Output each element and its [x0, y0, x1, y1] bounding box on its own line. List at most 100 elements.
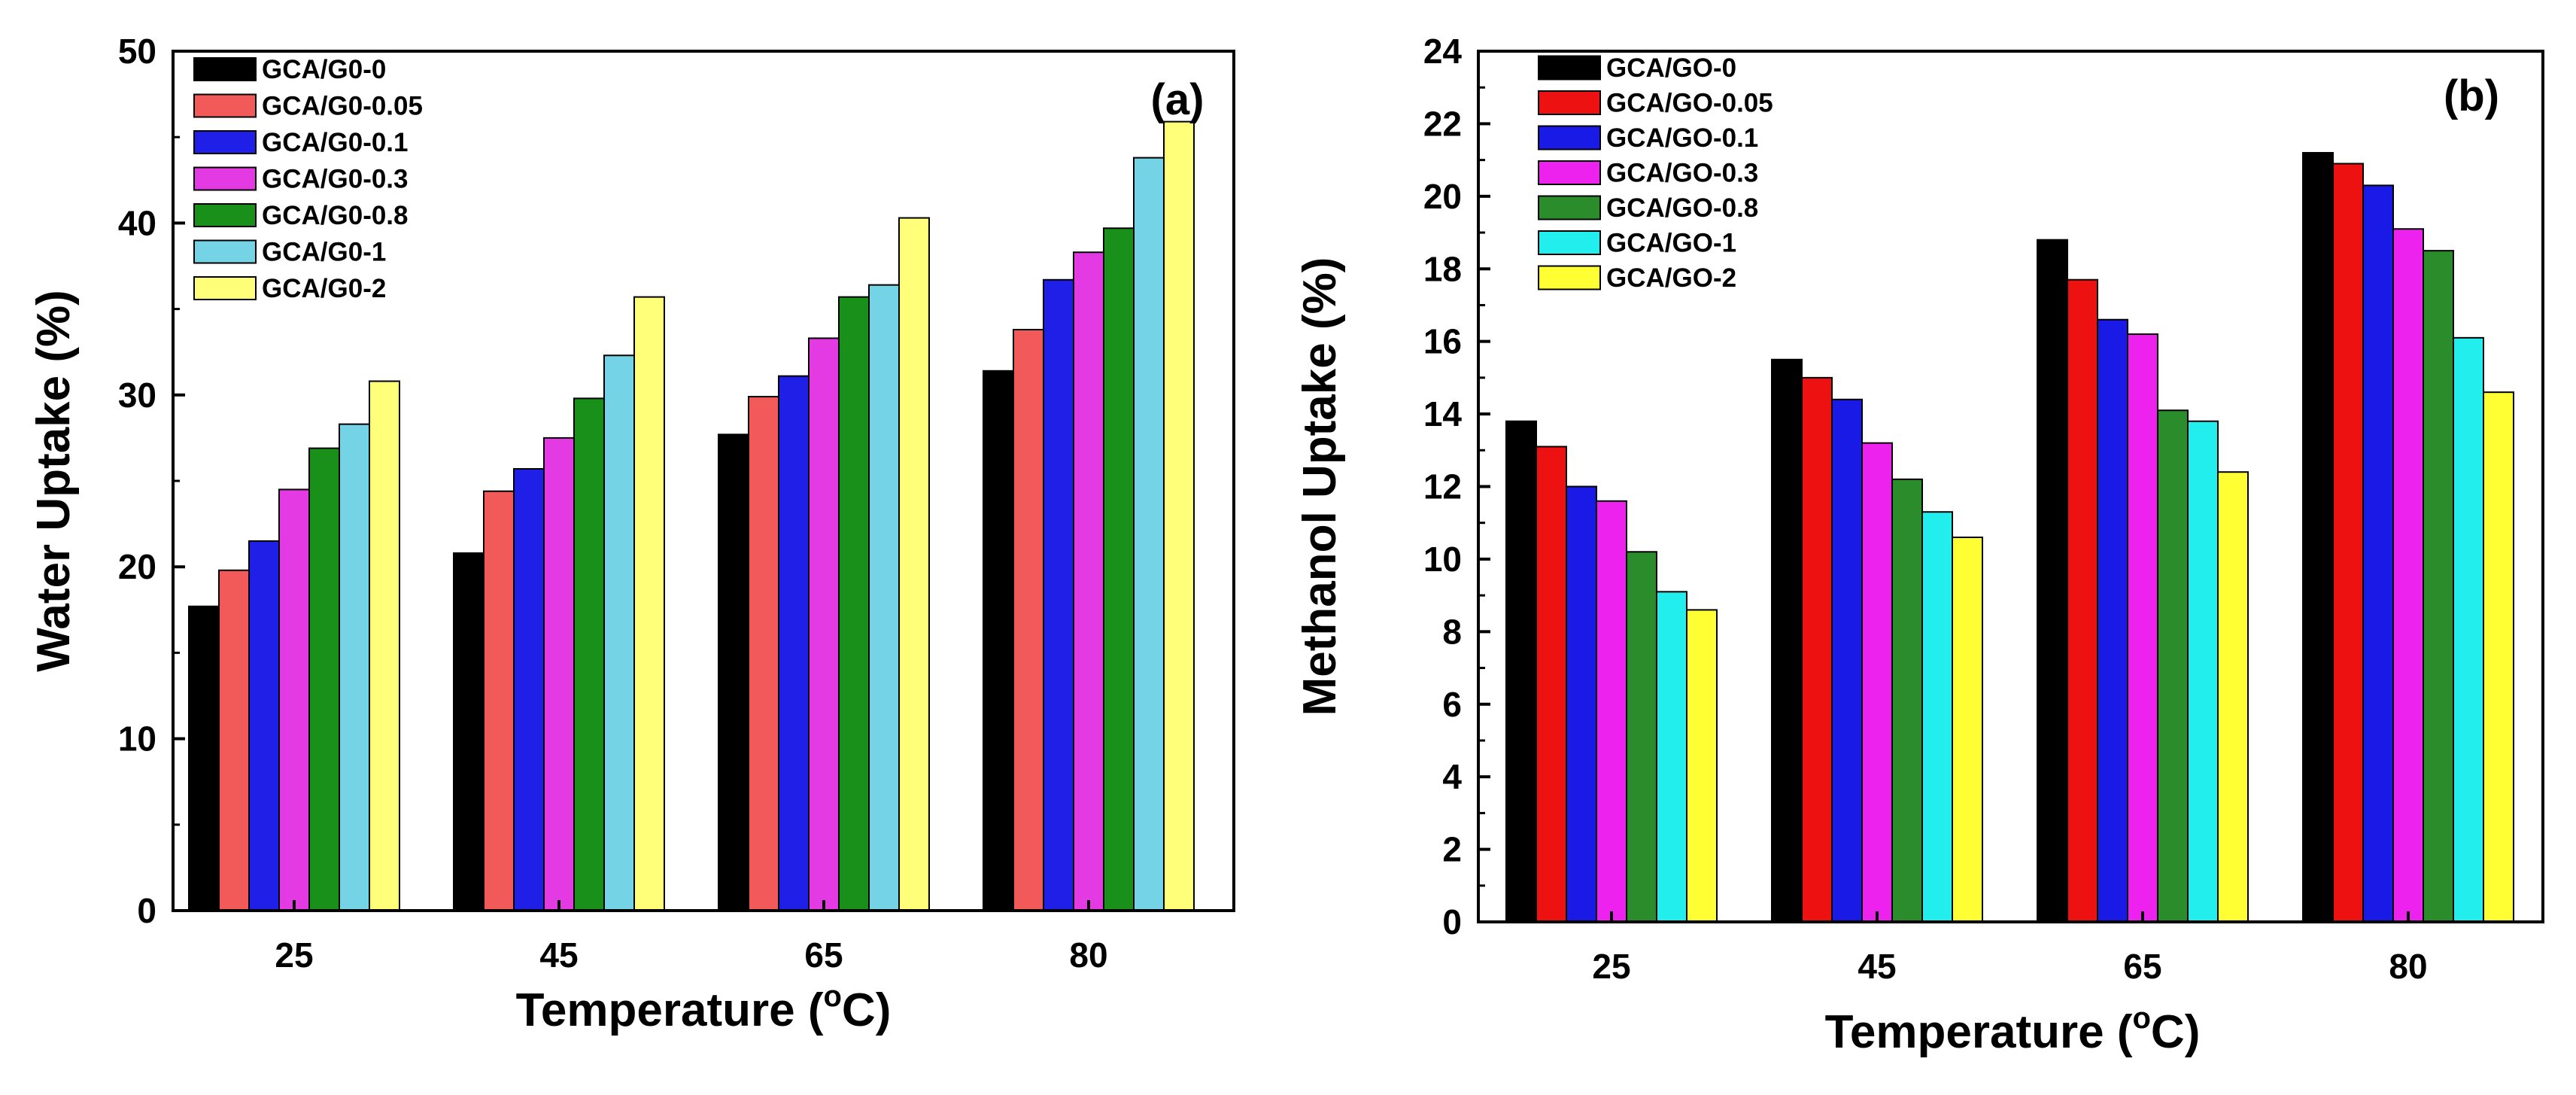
bar-a-45-4	[573, 397, 605, 911]
x-axis-title-a: Temperature (oC)	[516, 980, 892, 1036]
legend-swatch-b-2	[1538, 125, 1601, 151]
x-tick-label-a-65: 65	[804, 935, 843, 975]
y-tick-label-b-10: 10	[1423, 540, 1462, 579]
bar-b-25-4	[1626, 551, 1657, 923]
legend-swatch-b-4	[1538, 195, 1601, 221]
legend-label-a-2: GCA/G0-0.1	[262, 128, 409, 157]
bar-b-25-3	[1596, 500, 1627, 923]
x-tick-label-a-45: 45	[539, 935, 578, 975]
bar-a-80-1	[1013, 329, 1044, 911]
legend-label-b-6: GCA/GO-2	[1606, 263, 1736, 293]
panel-label-a: (a)	[1151, 75, 1204, 124]
legend-label-b-1: GCA/GO-0.05	[1606, 89, 1773, 118]
legend-swatch-a-1	[193, 93, 257, 118]
legend-label-b-3: GCA/GO-0.3	[1606, 159, 1758, 188]
legend-label-a-4: GCA/G0-0.8	[262, 201, 409, 230]
chart-panel-a: 0 10 20 30 40 50 (a) Water Uptake (%) Tempera…	[28, 32, 1235, 1036]
legend-swatch-b-3	[1538, 160, 1601, 185]
x-axis-title-b-text: Temperature (	[1825, 1006, 2133, 1058]
bar-a-65-1	[748, 396, 779, 911]
legend-swatch-a-3	[193, 166, 257, 191]
legend-swatch-b-5	[1538, 230, 1601, 255]
x-tick-label-b-65: 65	[2123, 947, 2161, 986]
bar-a-65-2	[778, 375, 810, 911]
bar-a-25-1	[218, 569, 250, 911]
bar-a-65-5	[868, 284, 900, 911]
y-tick-label-b-0: 0	[1442, 902, 1462, 941]
x-tick-label-b-25: 25	[1592, 947, 1630, 986]
bar-a-80-0	[983, 370, 1014, 912]
y-tick-label-b-24: 24	[1423, 32, 1463, 71]
bar-a-65-4	[838, 296, 870, 911]
bar-a-80-4	[1103, 227, 1135, 911]
bar-b-80-6	[2483, 391, 2514, 923]
bar-a-25-6	[369, 380, 400, 911]
bar-a-80-2	[1043, 278, 1074, 912]
bar-b-80-3	[2392, 228, 2424, 923]
legend-swatch-b-0	[1538, 55, 1601, 81]
legend-label-a-1: GCA/G0-0.05	[262, 92, 423, 121]
bar-a-80-6	[1163, 120, 1195, 911]
bar-a-45-5	[603, 354, 635, 911]
bar-b-25-5	[1656, 591, 1687, 923]
x-tick-label-a-80: 80	[1069, 935, 1107, 975]
legend-swatch-a-2	[193, 130, 257, 154]
bar-a-65-6	[898, 217, 930, 912]
legend-label-b-4: GCA/GO-0.8	[1606, 193, 1758, 223]
bar-b-25-1	[1536, 446, 1567, 923]
bar-a-45-6	[633, 296, 665, 911]
bar-b-80-2	[2362, 184, 2394, 923]
bar-b-45-6	[1952, 536, 1983, 923]
y-tick-label-b-12: 12	[1423, 467, 1462, 506]
x-axis-title-a-sup: o	[823, 980, 841, 1013]
bar-b-25-0	[1505, 420, 1537, 923]
legend-label-b-5: GCA/GO-1	[1606, 229, 1736, 258]
y-tick-label-b-6: 6	[1442, 685, 1462, 724]
bar-b-65-5	[2187, 420, 2219, 923]
bar-b-25-2	[1566, 485, 1597, 923]
bar-b-45-1	[1801, 376, 1833, 923]
bar-a-80-5	[1133, 157, 1165, 912]
bar-b-45-3	[1861, 442, 1893, 923]
y-tick-label-a-20: 20	[118, 547, 156, 586]
legend-b: GCA/GO-0 GCA/GO-0.05 GCA/GO-0.1 GCA/GO-0.3 G…	[1538, 53, 1773, 293]
x-tick-label-b-45: 45	[1858, 947, 1896, 986]
bar-b-45-4	[1891, 478, 1923, 923]
legend-swatch-b-6	[1538, 265, 1601, 290]
y-tick-label-a-40: 40	[118, 203, 156, 242]
x-axis-title-b-unit: C)	[2151, 1006, 2200, 1058]
x-axis-title-b-sup: o	[2132, 1002, 2150, 1035]
bar-b-25-6	[1686, 609, 1718, 923]
bar-a-80-3	[1073, 251, 1104, 911]
y-tick-label-b-18: 18	[1423, 249, 1462, 288]
legend-label-b-2: GCA/GO-0.1	[1606, 123, 1758, 153]
bar-a-25-2	[248, 540, 280, 911]
y-tick-label-b-4: 4	[1442, 757, 1462, 796]
bar-a-25-4	[308, 447, 340, 911]
x-tick-label-b-80: 80	[2389, 947, 2427, 986]
bar-b-65-3	[2127, 333, 2158, 923]
legend-swatch-b-1	[1538, 90, 1601, 115]
y-axis-title-a: Water Uptake (%)	[28, 290, 80, 672]
bar-b-65-4	[2157, 409, 2189, 923]
bar-group-b	[1505, 151, 2514, 923]
y-tick-label-b-8: 8	[1442, 612, 1462, 651]
y-axis-title-b: Methanol Uptake (%)	[1294, 257, 1346, 716]
y-tick-label-a-50: 50	[118, 32, 156, 71]
y-tick-label-a-0: 0	[137, 891, 156, 930]
bar-b-65-2	[2097, 318, 2128, 923]
y-ticks-a: 0 10 20 30 40 50	[118, 32, 185, 930]
x-axis-title-a-text: Temperature (	[516, 984, 824, 1036]
bar-a-45-1	[483, 490, 515, 911]
legend-a: GCA/G0-0 GCA/G0-0.05 GCA/G0-0.1 GCA/G0-0.3 G…	[193, 55, 423, 303]
bar-a-45-3	[543, 436, 575, 911]
legend-swatch-a-0	[193, 57, 257, 81]
bar-b-45-0	[1771, 358, 1803, 923]
legend-label-b-0: GCA/GO-0	[1606, 53, 1736, 83]
x-tick-label-a-25: 25	[275, 935, 313, 975]
panel-label-b: (b)	[2444, 71, 2499, 120]
y-tick-label-b-2: 2	[1442, 830, 1462, 869]
